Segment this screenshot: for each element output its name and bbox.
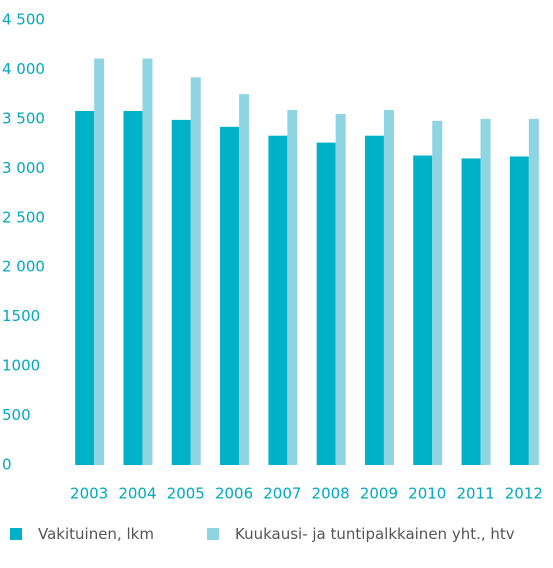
y-tick-label: 2 500 xyxy=(2,208,45,226)
bar xyxy=(142,58,153,466)
y-tick-label: 0 xyxy=(2,456,12,474)
y-tick-label: 3 500 xyxy=(2,109,45,127)
bar xyxy=(528,118,539,465)
y-tick-label: 1000 xyxy=(2,357,40,375)
x-tick-label: 2008 xyxy=(312,485,350,503)
bar xyxy=(316,142,336,465)
y-tick-label: 4 500 xyxy=(2,11,45,29)
x-tick-label: 2003 xyxy=(70,485,108,503)
bar xyxy=(287,109,298,465)
x-tick-label: 2009 xyxy=(360,485,398,503)
x-tick-label: 2011 xyxy=(456,485,494,503)
bar xyxy=(364,135,384,465)
y-tick-label: 3 000 xyxy=(2,159,45,177)
bar xyxy=(239,94,250,466)
bar xyxy=(171,119,191,465)
bar xyxy=(220,126,240,466)
legend-label: Kuukausi- ja tuntipalkkainen yht., htv xyxy=(235,525,515,543)
bar xyxy=(123,110,143,465)
x-tick-label: 2006 xyxy=(215,485,253,503)
x-tick-label: 2007 xyxy=(263,485,301,503)
bar xyxy=(335,113,346,465)
legend-swatch xyxy=(10,528,22,540)
bar xyxy=(432,120,443,465)
y-tick-label: 2 000 xyxy=(2,258,45,276)
bar xyxy=(94,58,105,466)
x-tick-label: 2012 xyxy=(505,485,543,503)
legend-label: Vakituinen, lkm xyxy=(38,525,154,543)
legend-swatch xyxy=(207,528,219,540)
x-tick-label: 2004 xyxy=(118,485,156,503)
bar xyxy=(190,77,201,465)
bar xyxy=(268,135,288,465)
bar xyxy=(461,158,481,465)
bar xyxy=(413,155,433,465)
bar xyxy=(383,109,394,465)
bar xyxy=(75,110,95,465)
x-tick-label: 2010 xyxy=(408,485,446,503)
legend-item: Kuukausi- ja tuntipalkkainen yht., htv xyxy=(207,524,535,544)
x-tick-label: 2005 xyxy=(167,485,205,503)
y-tick-label: 4 000 xyxy=(2,60,45,78)
bar xyxy=(509,156,529,465)
legend-item: Vakituinen, lkm xyxy=(10,524,198,544)
bar xyxy=(480,118,491,465)
y-tick-label: 500 xyxy=(2,406,31,424)
y-tick-label: 1500 xyxy=(2,307,40,325)
